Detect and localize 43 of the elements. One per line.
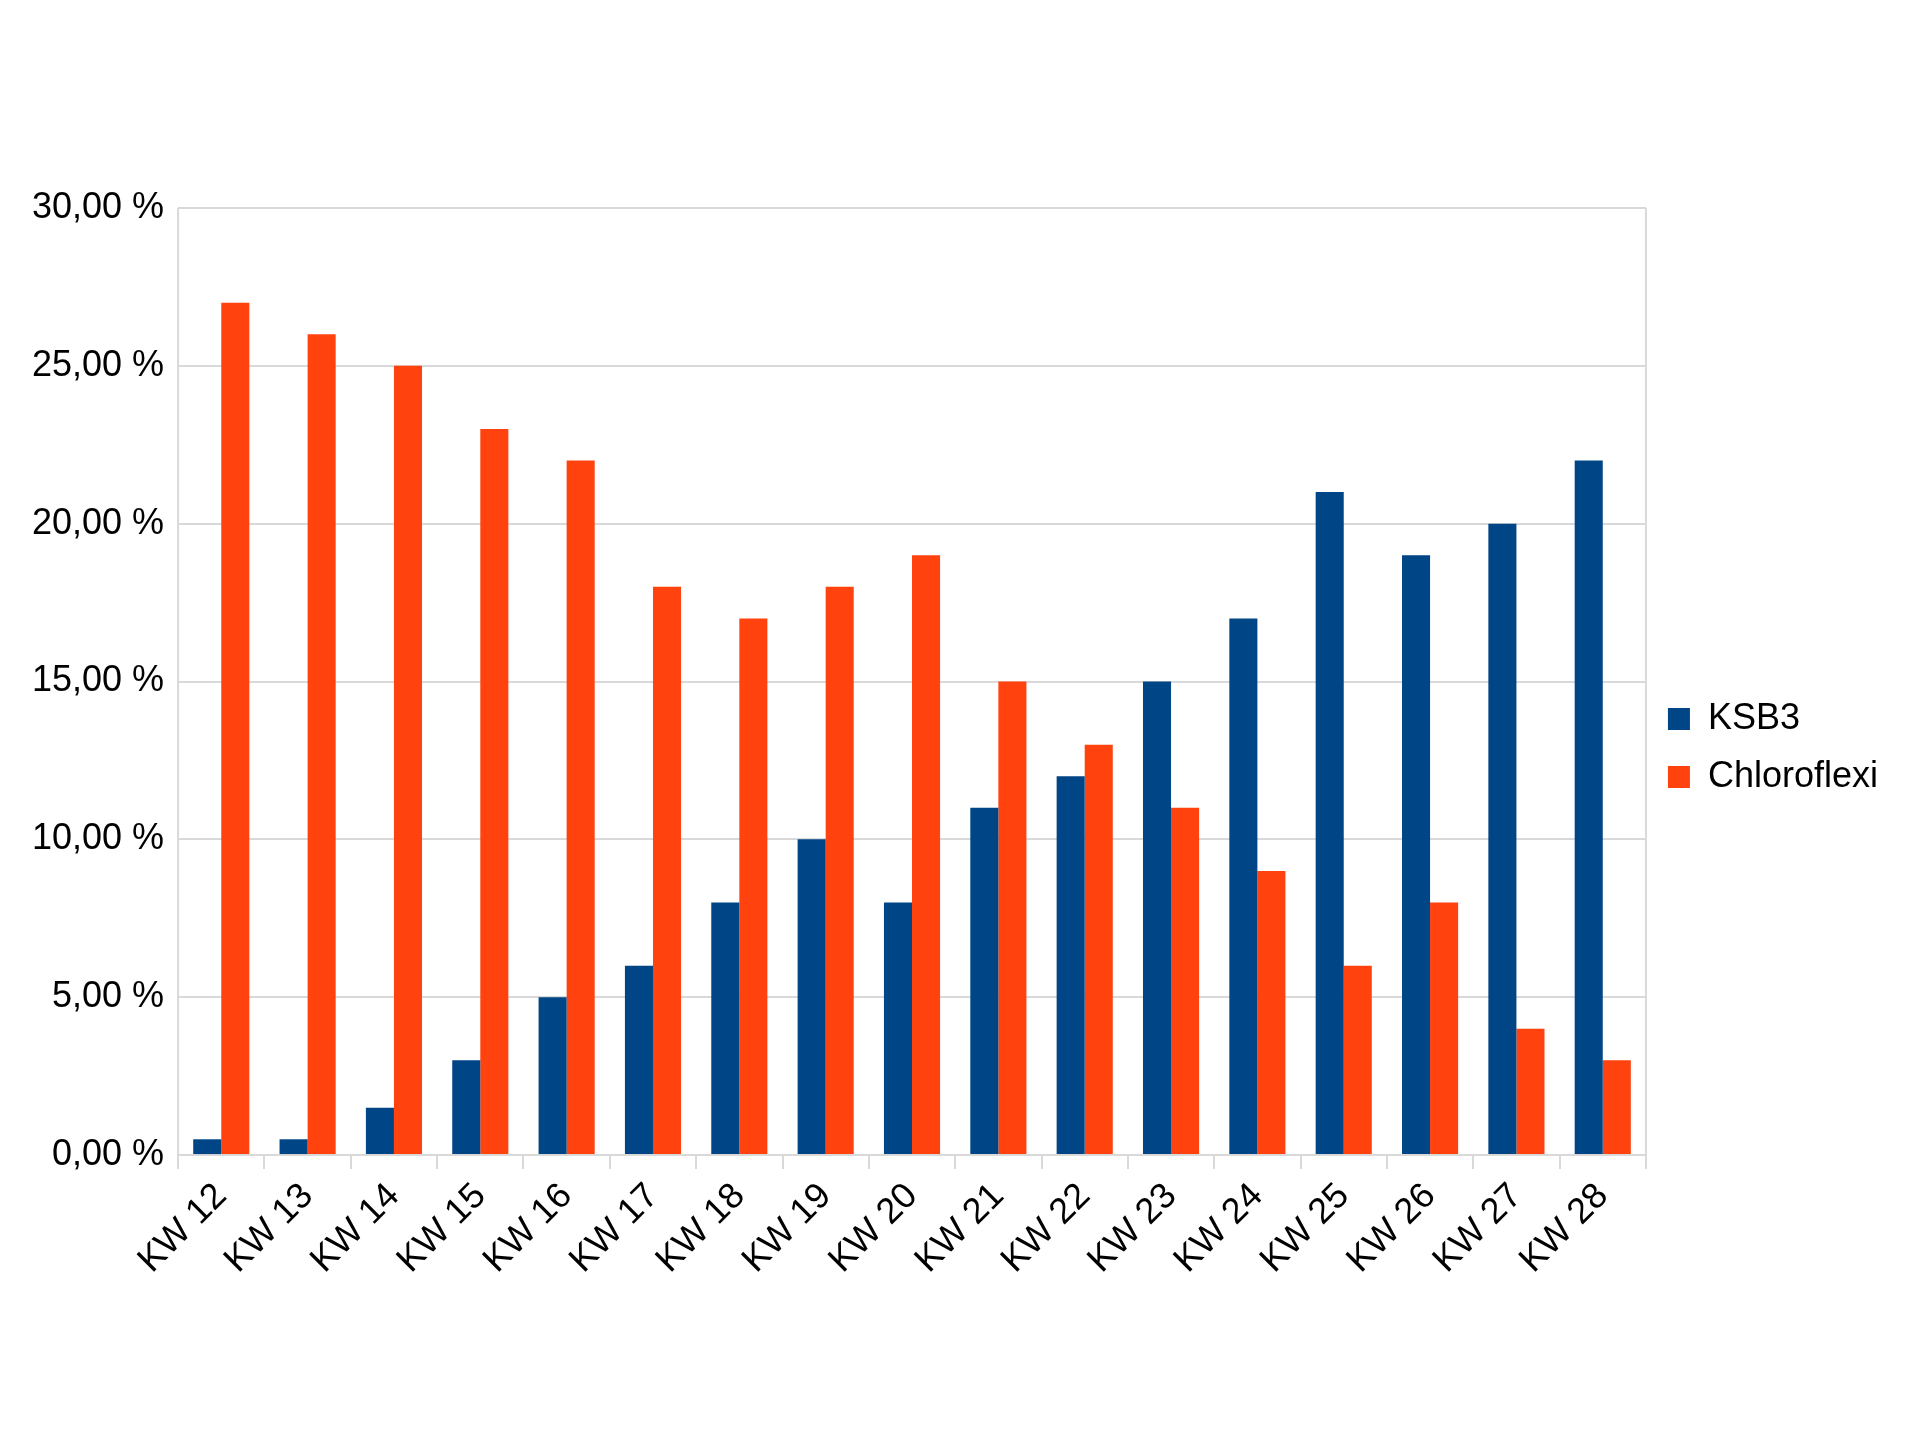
y-tick-label: 0,00 % <box>52 1131 165 1173</box>
y-tick-label: 25,00 % <box>31 342 165 384</box>
y-tick-label: 30,00 % <box>31 184 165 226</box>
bar <box>1257 870 1286 1155</box>
bar <box>1430 902 1459 1155</box>
bar <box>797 839 826 1155</box>
bar <box>365 1107 394 1155</box>
bar <box>1402 555 1431 1155</box>
bar <box>279 1139 308 1155</box>
bar <box>1229 618 1258 1155</box>
bar <box>566 460 595 1155</box>
bar <box>393 365 423 1155</box>
bar <box>1343 965 1372 1155</box>
bar <box>538 997 567 1155</box>
bar <box>193 1139 222 1155</box>
bar <box>998 681 1027 1155</box>
bar <box>221 302 250 1155</box>
y-tick-label: 5,00 % <box>52 974 165 1016</box>
bar <box>1516 1028 1545 1155</box>
bar <box>1602 1060 1631 1155</box>
bar <box>912 555 941 1155</box>
bar <box>480 428 509 1155</box>
bar <box>739 618 768 1155</box>
bar <box>307 334 336 1155</box>
bar <box>1488 523 1517 1155</box>
bar <box>452 1060 481 1155</box>
bar <box>1056 776 1085 1155</box>
bar <box>825 586 854 1155</box>
bar <box>970 807 999 1155</box>
bar <box>1315 492 1344 1155</box>
bar <box>624 965 653 1155</box>
legend-label: KSB3 <box>1707 695 1800 737</box>
bar <box>652 586 682 1155</box>
y-tick-label: 20,00 % <box>31 500 165 542</box>
bar <box>1084 744 1113 1155</box>
legend-label: Chloroflexi <box>1707 753 1879 795</box>
y-tick-label: 10,00 % <box>31 816 165 858</box>
bar <box>1574 460 1603 1155</box>
bar <box>711 902 740 1155</box>
y-tick-label: 15,00 % <box>31 658 165 700</box>
bar <box>883 902 913 1155</box>
bar <box>1171 807 1200 1155</box>
bar <box>1142 681 1172 1155</box>
